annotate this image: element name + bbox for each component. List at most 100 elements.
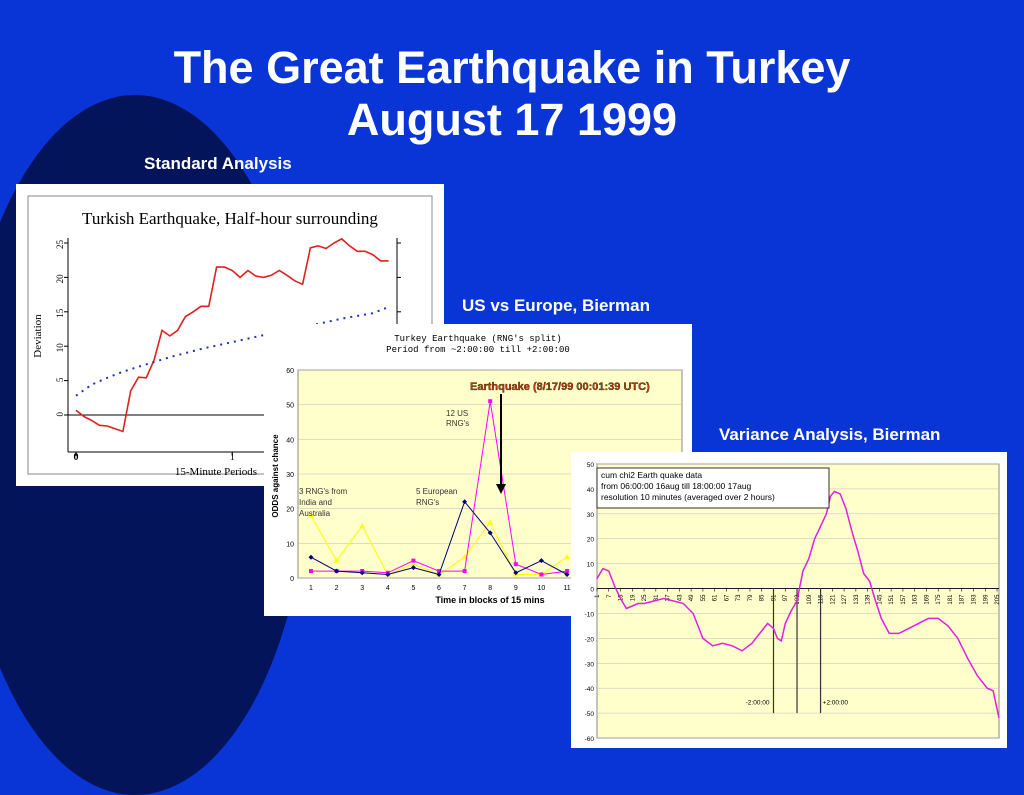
x-tick-label: 169: [924, 594, 930, 605]
x-axis-label: 15-Minute Periods: [175, 466, 257, 478]
x-tick-label: 91: [771, 594, 777, 601]
x-tick-label: 43: [677, 594, 683, 601]
series-europe-point: [538, 558, 544, 564]
y-axis-label: Deviation: [32, 314, 44, 358]
plot-area: [596, 463, 1000, 739]
series-europe-point: [436, 572, 442, 578]
series-us-point: [513, 562, 518, 567]
legend-line-3: resolution 10 minutes (averaged over 2 h…: [601, 492, 775, 502]
series-europe-point: [410, 565, 416, 571]
y-tick-label: 50: [286, 403, 294, 410]
x-tick-label: 199: [983, 594, 989, 605]
series-india-australia-point: [308, 512, 314, 518]
chart-variance-analysis-panel: 50 40 30 20 10 0 -10 -20 -30 -40 -50 -60 1 7 13 19 25 31 3…: [571, 452, 1007, 748]
x-tick-label: 97: [783, 594, 789, 601]
annotation-eu-line2: RNG's: [416, 498, 439, 507]
x-tick-label: 151: [889, 594, 895, 605]
x-tick-label: 0: [74, 452, 79, 463]
x-tick-label: 6: [437, 585, 441, 592]
series-us-point: [539, 572, 544, 577]
x-tick-label: 73: [736, 594, 742, 601]
x-tick-label: 11: [563, 585, 570, 592]
y-tick-label: 0: [590, 587, 594, 594]
x-tick-label: 8: [488, 585, 492, 592]
y-tick-label: 50: [587, 462, 595, 469]
y-tick-label: -10: [585, 611, 595, 618]
y-tick-label: -60: [585, 736, 595, 743]
annotation-aus-line1: 3 RNG's from: [299, 487, 348, 496]
y-tick-label: 40: [587, 487, 595, 494]
y-tick-label: 20: [55, 274, 65, 284]
y-tick-label: 5: [55, 377, 65, 382]
x-tick-label: 115: [819, 594, 825, 604]
annotation-us-line2: RNG's: [446, 419, 469, 428]
y-tick-label: 20: [587, 537, 595, 544]
series-india-australia-point: [333, 557, 340, 563]
x-tick-label: 37: [666, 594, 672, 601]
caption-variance-analysis: Variance Analysis, Bierman: [719, 425, 941, 444]
chart-title: Turkish Earthquake, Half-hour surroundin…: [82, 209, 378, 228]
earthquake-arrow-head: [496, 484, 506, 494]
y-tick-label: 20: [286, 507, 294, 514]
series-us-point: [462, 569, 467, 574]
series-us-point: [411, 558, 416, 563]
series-europe-point: [487, 530, 493, 536]
annotation-earthquake: Earthquake (8/17/99 00:01:39 UTC): [470, 381, 650, 393]
annotation-us-line1: 12 US: [446, 409, 468, 418]
x-tick-label: 187: [960, 594, 966, 605]
x-tick-label: 9: [514, 585, 518, 592]
x-tick-label: 205: [995, 594, 1001, 605]
y-tick-label: 10: [286, 541, 294, 548]
series-us-point: [565, 569, 569, 574]
marker-minus-2h: -2:00:00: [746, 699, 770, 706]
series-us-point: [309, 569, 313, 574]
series-india-australia-point: [410, 561, 417, 567]
x-tick-label: 79: [748, 594, 754, 601]
series-europe-point: [385, 572, 391, 578]
y-tick-label: 25: [55, 240, 65, 250]
x-tick-label: 55: [701, 594, 707, 601]
series-europe-point: [334, 568, 340, 574]
x-tick-label: 157: [901, 594, 907, 605]
slide-title: The Great Earthquake in Turkey August 17…: [0, 42, 1024, 146]
x-tick-label: 2: [335, 585, 339, 592]
y-tick-label: 0: [290, 576, 294, 583]
y-tick-label: -20: [585, 636, 595, 643]
x-tick-label: 163: [913, 594, 919, 605]
title-line-1: The Great Earthquake in Turkey: [173, 42, 851, 93]
series-europe-point: [359, 570, 365, 576]
chart-variance-analysis: 50 40 30 20 10 0 -10 -20 -30 -40 -50 -60 1 7 13 19 25 31 3…: [585, 462, 1001, 743]
y-tick-label: 40: [286, 437, 294, 444]
y-tick-label: -40: [585, 686, 595, 693]
x-tick-label: 31: [654, 594, 660, 601]
title-line-2: August 17 1999: [346, 94, 678, 145]
x-tick-label: 49: [689, 594, 695, 601]
caption-standard-analysis: Standard Analysis: [144, 154, 292, 173]
annotation-aus-line3: Australia: [299, 509, 331, 518]
x-tick-label: 25: [642, 594, 648, 601]
x-tick-label: 67: [724, 594, 730, 601]
x-tick-label: 145: [877, 594, 883, 605]
series-india-australia-point: [564, 554, 570, 560]
x-tick-label: 7: [607, 594, 613, 598]
series-india-australia-point: [487, 519, 494, 525]
y-tick-label: 15: [55, 308, 65, 318]
y-axis-label: ODDS against chance: [271, 434, 280, 518]
x-tick-label: 127: [842, 594, 848, 605]
x-tick-label: 109: [807, 594, 813, 605]
x-tick-label: 1: [595, 594, 601, 598]
x-tick-label: 4: [386, 585, 390, 592]
caption-us-vs-europe: US vs Europe, Bierman: [462, 296, 651, 315]
x-tick-label: 181: [948, 594, 954, 605]
chart-subtitle: Period from ~2:00:00 till +2:00:00: [386, 345, 570, 355]
x-tick-label: 121: [830, 594, 836, 605]
annotation-eu-line1: 5 European: [416, 487, 457, 496]
x-tick-label: 10: [538, 585, 546, 592]
y-tick-label: 10: [55, 343, 65, 353]
series-europe-point: [308, 554, 314, 560]
y-tick-label: 0: [55, 412, 65, 417]
x-tick-label: 5: [411, 585, 415, 592]
x-tick-label: 7: [463, 585, 467, 592]
chart-title: Turkey Earthquake (RNG's split): [394, 334, 561, 344]
series-europe-point: [564, 572, 570, 578]
